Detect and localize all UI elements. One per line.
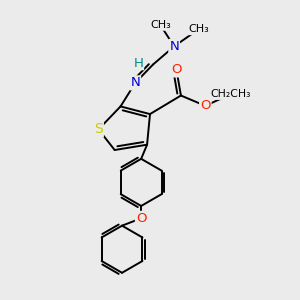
Text: O: O bbox=[136, 212, 146, 225]
Text: S: S bbox=[94, 122, 103, 136]
Text: O: O bbox=[200, 99, 211, 112]
Text: CH₂CH₃: CH₂CH₃ bbox=[211, 89, 251, 99]
Text: CH₃: CH₃ bbox=[188, 24, 209, 34]
Text: H: H bbox=[134, 57, 143, 70]
Text: N: N bbox=[169, 40, 179, 53]
Text: N: N bbox=[130, 76, 140, 89]
Text: CH₃: CH₃ bbox=[150, 20, 171, 30]
Text: O: O bbox=[171, 63, 182, 76]
